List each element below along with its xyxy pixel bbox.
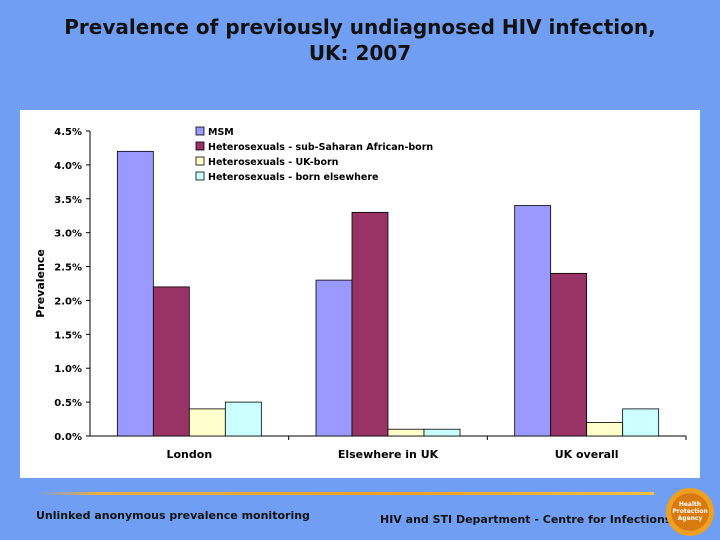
y-tick-label: 1.0%	[54, 364, 82, 375]
bar-0-1	[152, 286, 190, 437]
y-tick-label: 2.0%	[54, 296, 82, 307]
legend-label: Heterosexuals - sub-Saharan African-born	[208, 142, 433, 153]
y-tick-label: 0.0%	[54, 432, 82, 443]
svg-text:Health: Health	[679, 501, 701, 508]
y-tick-label: 4.5%	[54, 127, 82, 138]
bar-0-2	[188, 408, 226, 437]
y-tick-label: 3.5%	[54, 195, 82, 206]
y-tick-label: 4.0%	[54, 161, 82, 172]
x-tick-label: UK overall	[555, 448, 619, 461]
y-tick-label: 0.5%	[54, 398, 82, 409]
x-tick-label: Elsewhere in UK	[338, 448, 439, 461]
footer-left-text: Unlinked anonymous prevalence monitoring	[36, 509, 310, 522]
y-tick-label: 3.0%	[54, 229, 82, 240]
footer-right-text: HIV and STI Department - Centre for Infe…	[380, 513, 672, 526]
health-protection-agency-logo-icon: Health Protection Agency	[666, 488, 714, 536]
slide-title: Prevalence of previously undiagnosed HIV…	[0, 14, 720, 66]
bar-1-2	[387, 428, 425, 437]
title-line-2: UK: 2007	[308, 41, 412, 65]
legend-label: Heterosexuals - born elsewhere	[208, 172, 378, 183]
legend-swatch	[195, 171, 205, 181]
bar-0-3	[224, 401, 262, 437]
legend-swatch	[195, 156, 205, 166]
footer-divider	[36, 492, 654, 495]
y-axis-title: Prevalence	[34, 249, 47, 318]
title-line-1: Prevalence of previously undiagnosed HIV…	[64, 15, 656, 39]
bar-2-2	[586, 422, 624, 437]
bar-2-0	[514, 205, 552, 437]
bar-0-0	[116, 150, 154, 437]
svg-text:Protection: Protection	[672, 508, 707, 515]
bar-1-0	[315, 279, 353, 437]
legend-label: Heterosexuals - UK-born	[208, 157, 339, 168]
legend-swatch	[195, 126, 205, 136]
bar-1-1	[351, 211, 389, 437]
y-tick-label: 2.5%	[54, 263, 82, 274]
legend-swatch	[195, 141, 205, 151]
bar-2-3	[622, 408, 660, 437]
bar-2-1	[550, 272, 588, 437]
legend-label: MSM	[208, 127, 234, 138]
bar-1-3	[423, 428, 461, 437]
y-tick-label: 1.5%	[54, 330, 82, 341]
x-tick-label: London	[166, 448, 212, 461]
svg-text:Agency: Agency	[678, 515, 703, 522]
